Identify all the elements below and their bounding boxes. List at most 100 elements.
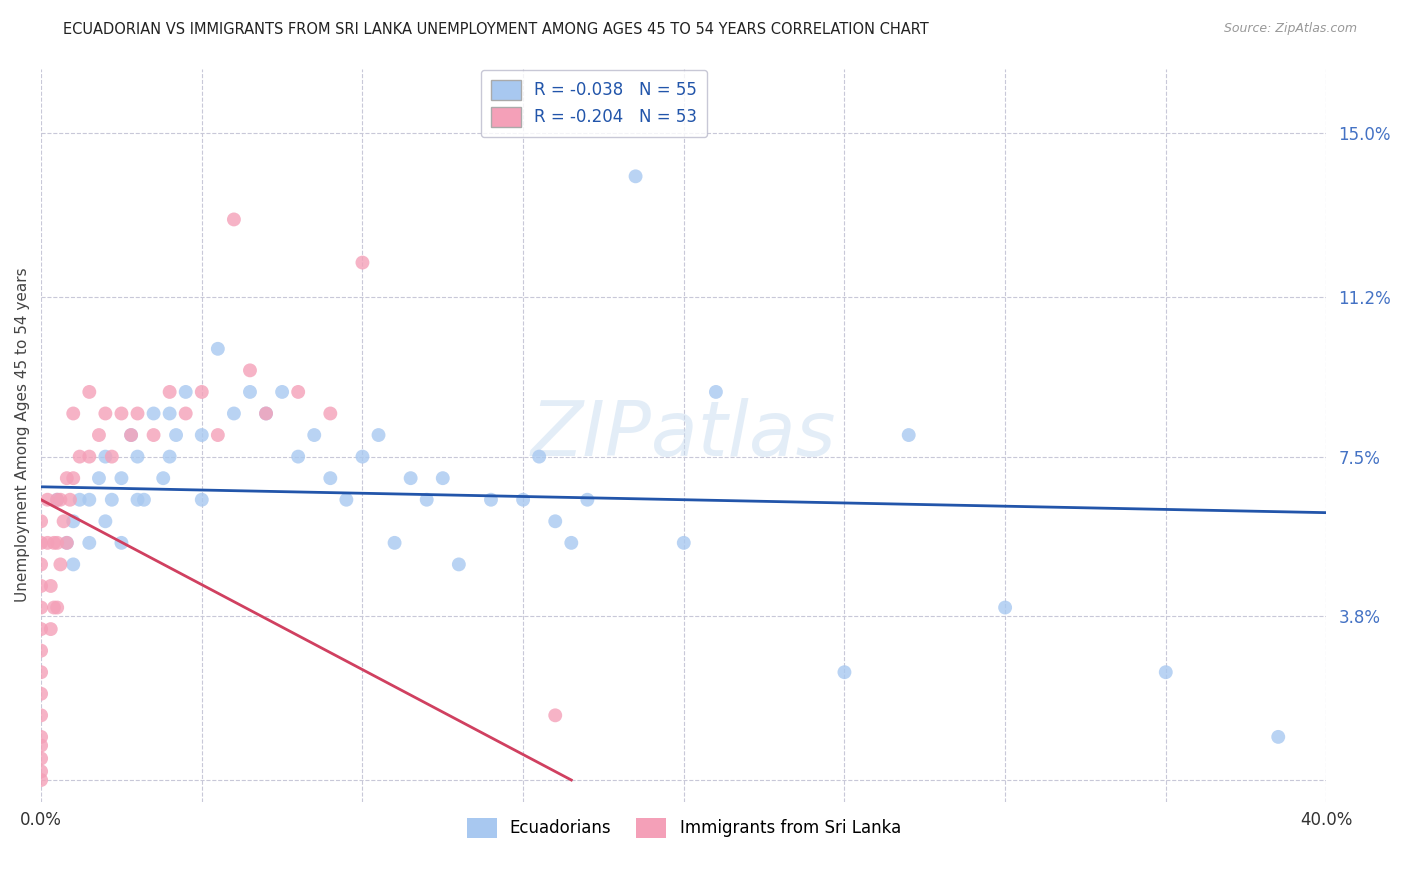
Point bbox=[46, 492, 69, 507]
Point bbox=[399, 471, 422, 485]
Point bbox=[52, 514, 75, 528]
Point bbox=[30, 600, 52, 615]
Point bbox=[304, 428, 326, 442]
Point bbox=[49, 492, 72, 507]
Point bbox=[159, 384, 181, 399]
Point bbox=[254, 407, 277, 421]
Point bbox=[62, 514, 84, 528]
Point bbox=[46, 536, 69, 550]
Point bbox=[165, 428, 187, 442]
Point bbox=[132, 492, 155, 507]
Point bbox=[101, 450, 124, 464]
Point bbox=[512, 492, 534, 507]
Point bbox=[110, 407, 132, 421]
Point bbox=[239, 384, 262, 399]
Point bbox=[110, 471, 132, 485]
Point bbox=[319, 471, 342, 485]
Point bbox=[30, 536, 52, 550]
Legend: Ecuadorians, Immigrants from Sri Lanka: Ecuadorians, Immigrants from Sri Lanka bbox=[460, 811, 908, 845]
Point bbox=[37, 536, 59, 550]
Point bbox=[367, 428, 389, 442]
Point bbox=[42, 600, 65, 615]
Point bbox=[30, 708, 52, 723]
Point bbox=[37, 492, 59, 507]
Point bbox=[30, 739, 52, 753]
Point bbox=[46, 492, 69, 507]
Point bbox=[897, 428, 920, 442]
Point bbox=[94, 514, 117, 528]
Point bbox=[127, 492, 149, 507]
Point bbox=[527, 450, 550, 464]
Point bbox=[994, 600, 1017, 615]
Point bbox=[152, 471, 174, 485]
Point bbox=[142, 407, 165, 421]
Point bbox=[49, 558, 72, 572]
Point bbox=[79, 536, 101, 550]
Point bbox=[319, 407, 342, 421]
Y-axis label: Unemployment Among Ages 45 to 54 years: Unemployment Among Ages 45 to 54 years bbox=[15, 268, 30, 602]
Point bbox=[30, 665, 52, 680]
Point bbox=[62, 558, 84, 572]
Point bbox=[87, 471, 110, 485]
Point bbox=[120, 428, 142, 442]
Point bbox=[30, 579, 52, 593]
Point bbox=[56, 471, 79, 485]
Point bbox=[56, 536, 79, 550]
Point bbox=[1154, 665, 1177, 680]
Point bbox=[222, 212, 245, 227]
Point bbox=[479, 492, 502, 507]
Point bbox=[352, 450, 374, 464]
Point bbox=[191, 384, 214, 399]
Point bbox=[159, 450, 181, 464]
Point bbox=[271, 384, 294, 399]
Point bbox=[39, 622, 62, 636]
Point bbox=[30, 558, 52, 572]
Point bbox=[79, 492, 101, 507]
Point bbox=[159, 407, 181, 421]
Point bbox=[352, 255, 374, 269]
Point bbox=[30, 514, 52, 528]
Point bbox=[576, 492, 599, 507]
Point bbox=[127, 450, 149, 464]
Text: ECUADORIAN VS IMMIGRANTS FROM SRI LANKA UNEMPLOYMENT AMONG AGES 45 TO 54 YEARS C: ECUADORIAN VS IMMIGRANTS FROM SRI LANKA … bbox=[63, 22, 929, 37]
Point bbox=[287, 450, 309, 464]
Point bbox=[174, 407, 197, 421]
Point bbox=[62, 471, 84, 485]
Point bbox=[191, 492, 214, 507]
Point bbox=[30, 764, 52, 779]
Point bbox=[30, 687, 52, 701]
Point bbox=[415, 492, 437, 507]
Text: ZIPatlas: ZIPatlas bbox=[531, 398, 837, 472]
Point bbox=[79, 450, 101, 464]
Point bbox=[447, 558, 470, 572]
Point bbox=[544, 708, 567, 723]
Point bbox=[62, 407, 84, 421]
Point bbox=[207, 428, 229, 442]
Point bbox=[672, 536, 695, 550]
Point bbox=[87, 428, 110, 442]
Point bbox=[42, 536, 65, 550]
Point bbox=[120, 428, 142, 442]
Point bbox=[69, 450, 91, 464]
Point bbox=[69, 492, 91, 507]
Point bbox=[834, 665, 856, 680]
Point bbox=[384, 536, 406, 550]
Point bbox=[39, 579, 62, 593]
Point bbox=[432, 471, 454, 485]
Point bbox=[94, 450, 117, 464]
Point bbox=[222, 407, 245, 421]
Point bbox=[56, 536, 79, 550]
Point bbox=[624, 169, 647, 184]
Point bbox=[30, 772, 52, 787]
Point bbox=[1267, 730, 1289, 744]
Point bbox=[239, 363, 262, 377]
Point bbox=[174, 384, 197, 399]
Point bbox=[101, 492, 124, 507]
Point bbox=[335, 492, 357, 507]
Point bbox=[544, 514, 567, 528]
Point bbox=[46, 600, 69, 615]
Point bbox=[254, 407, 277, 421]
Point bbox=[287, 384, 309, 399]
Point bbox=[30, 622, 52, 636]
Point bbox=[30, 751, 52, 765]
